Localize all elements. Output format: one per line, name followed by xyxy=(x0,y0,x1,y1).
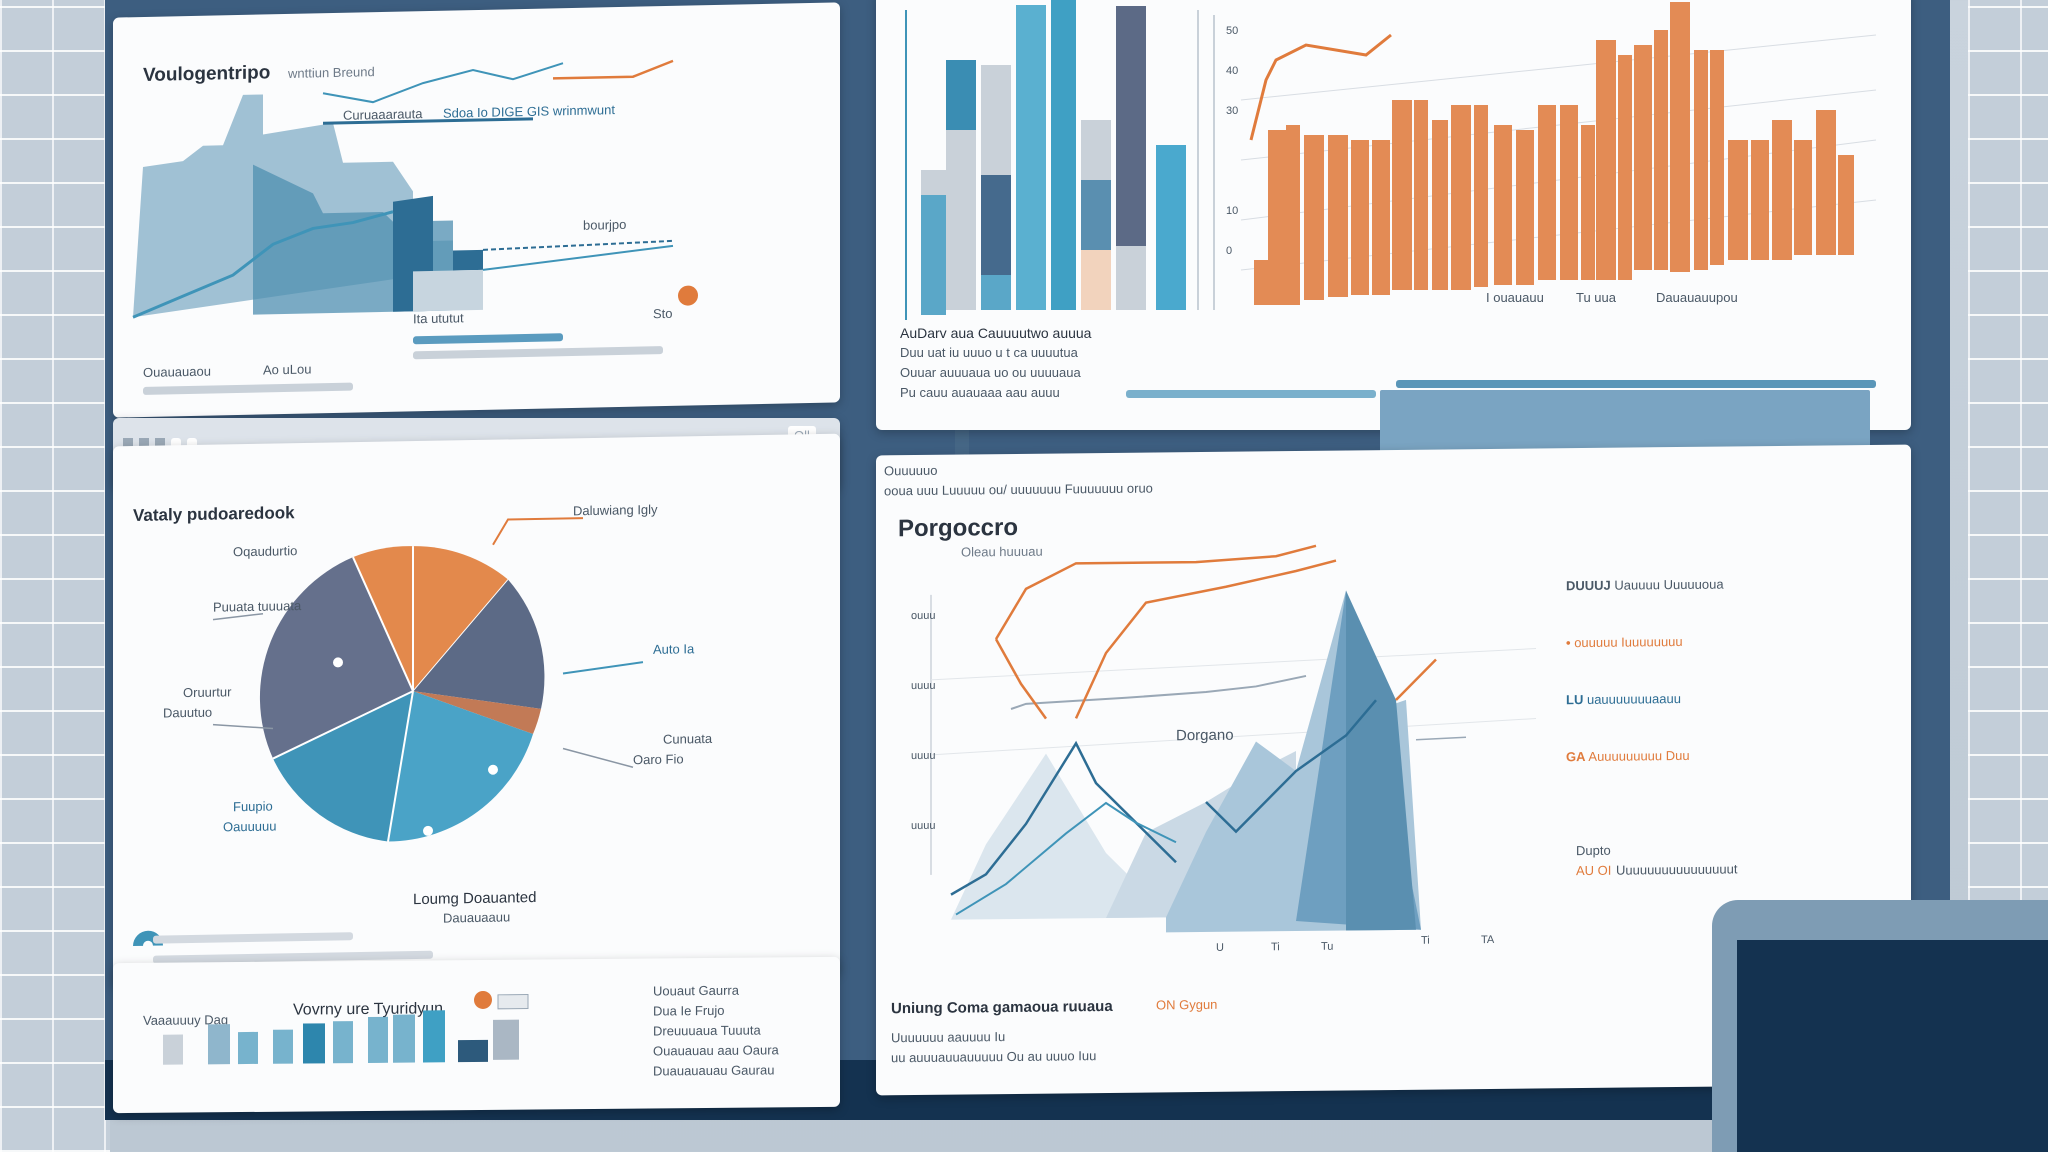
pie-label: Daluwiang Igly xyxy=(573,501,658,519)
y-tick: ouuu xyxy=(911,609,936,623)
y-tick: 40 xyxy=(1226,65,1239,77)
panel-bar-charts: 50 40 30 10 0 I ouauauu Tu uua Dauauauup… xyxy=(876,0,1911,430)
pie-label: Auto Ia xyxy=(653,641,695,657)
axis-label: Dauauauupou xyxy=(1656,290,1738,305)
legend-marker: • xyxy=(1566,635,1571,651)
footer-title: Uniung Coma gamaoua ruuaua xyxy=(891,997,1113,1018)
x-tick: Ti xyxy=(1271,941,1280,954)
callout-label: Curuaaarauta xyxy=(343,106,423,123)
y-tick: 0 xyxy=(1226,245,1233,257)
pie-label: Fuupio xyxy=(233,798,273,815)
panel-line-area-chart: Ouuuuuo ooua uuu Luuuuu ou/ uuuuuuu Fuuu… xyxy=(876,444,1911,1096)
pie-label: Oaro Fio xyxy=(633,751,684,768)
footer-title: Loumg Doauanted xyxy=(413,888,537,909)
y-tick: uuuu xyxy=(911,679,936,693)
legend-label: ouuuuu Iuuuuuuuu xyxy=(1574,633,1683,651)
pie-label: Oauuuuu xyxy=(223,818,277,835)
caption-line: Ouuar auuuaua uo ou uuuuaua xyxy=(900,365,1081,380)
pie-label: Oruurtur xyxy=(183,684,232,701)
pie-chart xyxy=(133,517,644,946)
legend-item: DUUUJ Uauuuu Uuuuuoua xyxy=(1566,577,1724,594)
footer-text: Ouauauaou xyxy=(143,363,211,380)
side-text: Dua Ie Frujo xyxy=(653,1002,725,1019)
legend-marker: DUUUJ xyxy=(1566,577,1611,594)
callout-label: bourjpo xyxy=(583,216,627,233)
note-text: Uuuuuuuuuuuuuuuut xyxy=(1616,861,1738,878)
mini-bar-chart xyxy=(163,990,529,1065)
footer-text: Ita ututut xyxy=(413,310,464,327)
pie-label: Cunuata xyxy=(663,730,713,747)
y-tick: 30 xyxy=(1226,105,1239,117)
blue-bar-chart xyxy=(905,0,1199,320)
x-tick: Tu xyxy=(1321,940,1334,953)
line-area-chart xyxy=(930,544,1537,933)
orange-bar-chart xyxy=(1213,2,1877,310)
side-text: Ouauauau aau Oaura xyxy=(653,1042,779,1059)
note-value: AU OI xyxy=(1576,862,1612,879)
legend-label: Uauuuu Uuuuuoua xyxy=(1614,576,1724,593)
footer-text: Ao uLou xyxy=(263,361,312,378)
legend-marker: GA xyxy=(1566,748,1586,765)
x-tick: TA xyxy=(1481,933,1495,947)
footer-badge: ON Gygun xyxy=(1156,996,1218,1013)
laptop-screen xyxy=(1737,940,2048,1152)
wall-grid-left xyxy=(0,0,110,1152)
x-tick: U xyxy=(1216,941,1224,954)
footer-subtitle: Dauauaauu xyxy=(443,909,511,926)
panel-area-chart: Voulogentripo wnttiun Breund Curuaaaraut… xyxy=(113,2,840,418)
x-tick: Ti xyxy=(1421,934,1430,947)
axis-label: I ouauauu xyxy=(1486,290,1544,305)
legend-label: uauuuuuuuaauu xyxy=(1586,690,1681,707)
panel-pie-chart: Vataly pudoaredook Daluwiang Igly Oqaudu… xyxy=(113,433,840,987)
note-title: Dupto xyxy=(1576,842,1611,859)
panel-mini-bar-chart: Vaaauuuy Dag Vovrny ure Tyuridyun Uouaut… xyxy=(113,956,840,1114)
legend-item: GA Auuuuuuuuu Duu xyxy=(1566,747,1724,765)
footer-text: Sto xyxy=(653,305,673,322)
footer-line: Uuuuuuu aauuuu Iu xyxy=(891,1029,1006,1046)
side-text: Duauauauau Gaurau xyxy=(653,1062,775,1079)
legend-label: Auuuuuuuuu Duu xyxy=(1588,747,1690,764)
progress-bar xyxy=(1126,390,1376,398)
inline-label: Dorgano xyxy=(1176,726,1234,745)
y-tick: uuuu xyxy=(911,749,936,763)
legend-item: LU uauuuuuuuaauu xyxy=(1566,690,1724,708)
pie-label: Dauutuo xyxy=(163,704,213,721)
pie-label: Oqaudurtio xyxy=(233,543,298,560)
footer-line: uu auuuauuauuuuu Ou au uuuo Iuu xyxy=(891,1048,1097,1066)
legend: DUUUJ Uauuuu Uuuuuoua • ouuuuu Iuuuuuuuu… xyxy=(1566,577,1724,765)
legend-marker: LU xyxy=(1566,692,1584,708)
side-text: Uouaut Gaurra xyxy=(653,982,739,999)
side-text: Dreuuuaua Tuuuta xyxy=(653,1022,761,1039)
area-chart xyxy=(132,59,698,319)
y-tick: 50 xyxy=(1226,25,1239,37)
axis-label: Tu uua xyxy=(1576,290,1616,305)
tool-icon[interactable] xyxy=(123,438,133,452)
legend-item: • ouuuuu Iuuuuuuuu xyxy=(1566,633,1724,651)
caption-line: Duu uat iu uuuo u t ca uuuutua xyxy=(900,345,1078,360)
caption-line: Pu cauu auauaaa aau auuu xyxy=(900,385,1060,400)
y-tick: uuuu xyxy=(911,819,936,833)
progress-bar xyxy=(1396,380,1876,388)
caption-line: AuDarv aua Cauuuutwo auuua xyxy=(900,325,1092,341)
pie-label: Puuata tuuuata xyxy=(213,598,302,615)
laptop xyxy=(1712,900,2048,1152)
y-tick: 10 xyxy=(1226,205,1239,217)
